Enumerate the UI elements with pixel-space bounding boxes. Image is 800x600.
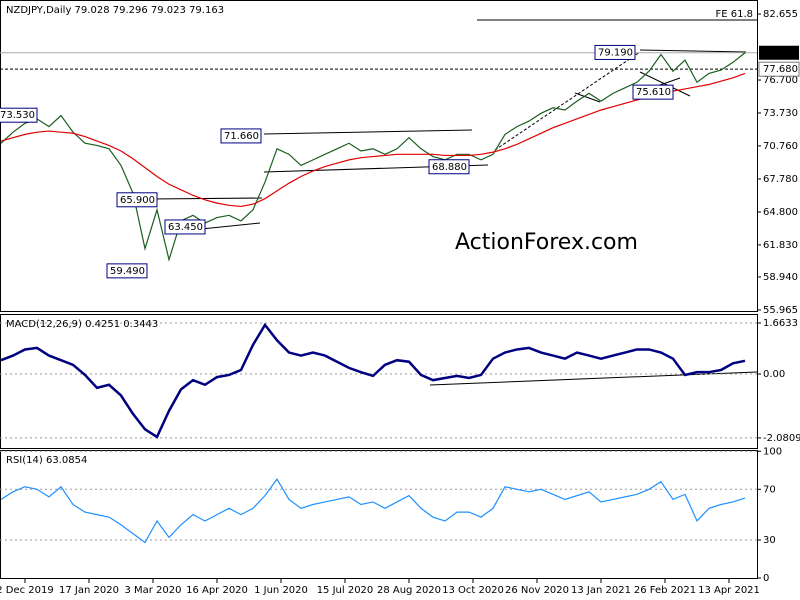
y-tick-label: 0.00 — [763, 369, 785, 380]
y-tick-label: 76.700 — [763, 75, 798, 86]
annotation-label: 71.660 — [224, 131, 259, 142]
x-tick-label: 26 Nov 2020 — [505, 585, 569, 596]
y-tick-label: 70 — [763, 484, 776, 495]
annotation-box — [594, 44, 636, 60]
series-line — [0, 72, 746, 208]
x-tick-label: 1 Jun 2020 — [254, 585, 308, 596]
x-tick-label: 2 Dec 2019 — [0, 585, 54, 596]
annotation-box — [632, 84, 674, 100]
y-tick-label: 30 — [763, 535, 776, 546]
x-tick-label: 13 Apr 2021 — [698, 585, 760, 596]
series-line — [0, 322, 746, 439]
annotation-label: 75.610 — [636, 87, 671, 98]
y-tick-label: -2.0809 — [763, 433, 800, 444]
y-tick-label: 82.655 — [763, 9, 798, 20]
y-tick-label: 64.800 — [763, 207, 798, 218]
x-tick-label: 17 Jan 2020 — [59, 585, 119, 596]
annotation-label: 79.190 — [598, 47, 633, 58]
annotation-box — [164, 219, 206, 235]
annotation-box — [0, 107, 38, 123]
level-box — [758, 61, 800, 77]
y-tick-label: 58.940 — [763, 272, 798, 283]
annotation-box — [428, 159, 470, 175]
x-tick-label: 15 Jul 2020 — [317, 585, 374, 596]
panel-title: MACD(12,26,9) 0.4251 0.3443 — [6, 319, 158, 330]
last-price-box — [759, 45, 799, 60]
fe-label: FE 61.8 — [715, 9, 753, 20]
series-line — [0, 52, 746, 262]
series-line — [0, 478, 746, 544]
x-tick-label: 28 Aug 2020 — [377, 585, 441, 596]
y-tick-label: 67.780 — [763, 174, 798, 185]
y-tick-label: 0 — [763, 573, 769, 584]
y-tick-label: 55.965 — [763, 305, 798, 316]
annotation-label: 68.880 — [432, 162, 467, 173]
annotation-label: 65.900 — [120, 195, 155, 206]
y-tick-label: 73.730 — [763, 108, 798, 119]
annotation-label: 63.450 — [168, 222, 203, 233]
annotation-label: 73.530 — [0, 110, 35, 121]
y-tick-label: 61.830 — [763, 240, 798, 251]
last-price-label: 79.163 — [763, 48, 798, 59]
annotation-box — [220, 128, 262, 144]
annotation-box — [116, 192, 158, 208]
y-tick-label: 100 — [763, 446, 782, 457]
x-tick-label: 16 Apr 2020 — [186, 585, 248, 596]
x-tick-label: 3 Mar 2020 — [124, 585, 181, 596]
panel-title: NZDJPY,Daily 79.028 79.296 79.023 79.163 — [6, 5, 224, 16]
x-tick-label: 13 Jan 2021 — [571, 585, 631, 596]
watermark: ActionForex.com — [455, 230, 638, 255]
y-tick-label: 1.6633 — [763, 318, 798, 329]
panel-borders — [0, 0, 758, 579]
x-tick-label: 13 Oct 2020 — [442, 585, 504, 596]
y-tick-label: 70.760 — [763, 141, 798, 152]
x-tick-label: 26 Feb 2021 — [634, 585, 696, 596]
annotation-box — [106, 263, 148, 279]
level-label: 77.680 — [763, 64, 798, 75]
annotation-label: 59.490 — [110, 266, 145, 277]
panel-title: RSI(14) 63.0854 — [6, 455, 87, 466]
